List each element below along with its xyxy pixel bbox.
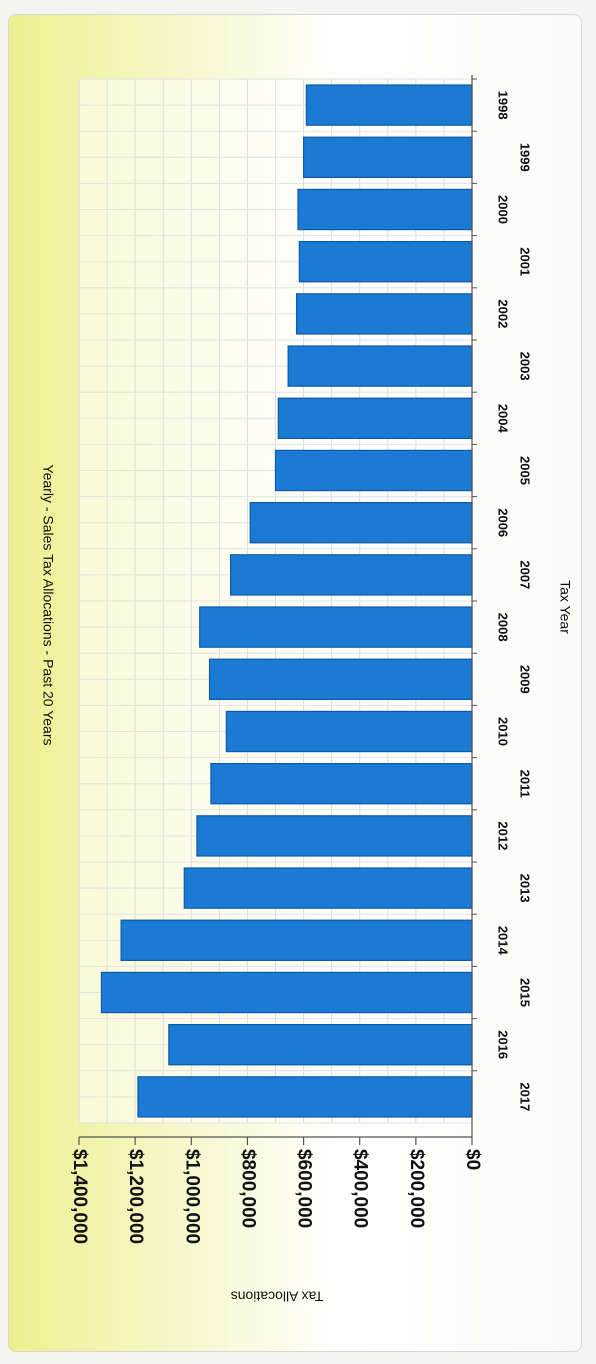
category-label: 2016 <box>496 1030 511 1059</box>
bar-2010 <box>225 710 473 753</box>
category-label: 2011 <box>518 770 533 798</box>
value-tick-label: $400,000 <box>350 1149 371 1228</box>
labels: $0 $200,000 $400,000 $600,000 $800,000 $1,000… <box>40 91 573 1305</box>
bar-chart: $0 $200,000 $400,000 $600,000 $800,000 $1,000… <box>40 75 573 1305</box>
category-label: 2009 <box>518 665 533 694</box>
category-label: 2004 <box>496 404 511 434</box>
bar-2013 <box>183 867 473 909</box>
category-label: 2012 <box>496 821 511 850</box>
bar-2005 <box>274 449 473 492</box>
bar-2016 <box>168 1023 473 1066</box>
category-label: 2006 <box>496 508 511 537</box>
bar-2007 <box>229 554 473 596</box>
value-tick-label: $1,400,000 <box>69 1149 90 1244</box>
category-label: 1999 <box>518 143 533 172</box>
bar-2015 <box>100 971 473 1014</box>
bar-1999 <box>302 136 473 178</box>
category-label: 1998 <box>496 91 511 120</box>
category-label: 2001 <box>518 247 533 276</box>
category-label: 2015 <box>518 978 533 1007</box>
category-label: 2010 <box>496 717 511 746</box>
y-axis-title: Tax Allocations <box>231 1288 324 1304</box>
value-tick-label: $200,000 <box>406 1149 427 1228</box>
grid <box>78 78 473 1124</box>
category-label: 2005 <box>518 456 533 485</box>
bar-1998 <box>305 84 473 126</box>
bar-2003 <box>287 345 473 387</box>
bar-2004 <box>277 397 473 440</box>
bar-2008 <box>199 606 473 648</box>
category-label: 2017 <box>518 1082 533 1111</box>
x-axis-title: Tax Year <box>557 580 573 634</box>
category-label: 2000 <box>496 195 511 224</box>
bar-2014 <box>120 919 473 962</box>
category-label: 2013 <box>518 874 533 903</box>
category-label: 2007 <box>518 560 533 589</box>
category-label: 2003 <box>518 352 533 381</box>
bar-2006 <box>249 502 473 544</box>
value-tick-label: $1,000,000 <box>181 1149 202 1244</box>
chart-title: Yearly - Sales Tax Allocations - Past 20… <box>40 465 56 746</box>
bar-2011 <box>210 762 473 805</box>
category-label: 2014 <box>496 926 511 956</box>
bars <box>100 84 473 1118</box>
value-tick-label: $1,200,000 <box>125 1149 146 1244</box>
value-tick-label: $0 <box>462 1149 483 1170</box>
value-tick-label: $600,000 <box>294 1149 315 1228</box>
bar-2000 <box>297 188 473 231</box>
bar-2012 <box>196 815 473 857</box>
bar-2002 <box>295 293 473 335</box>
value-tick-label: $800,000 <box>237 1149 258 1228</box>
bar-2009 <box>208 658 473 701</box>
bar-2017 <box>137 1076 473 1118</box>
axes <box>78 75 477 1145</box>
category-label: 2002 <box>496 299 511 328</box>
category-label: 2008 <box>496 613 511 642</box>
chart-card: $0 $200,000 $400,000 $600,000 $800,000 $1,000… <box>8 14 582 1352</box>
bar-2001 <box>298 241 473 283</box>
